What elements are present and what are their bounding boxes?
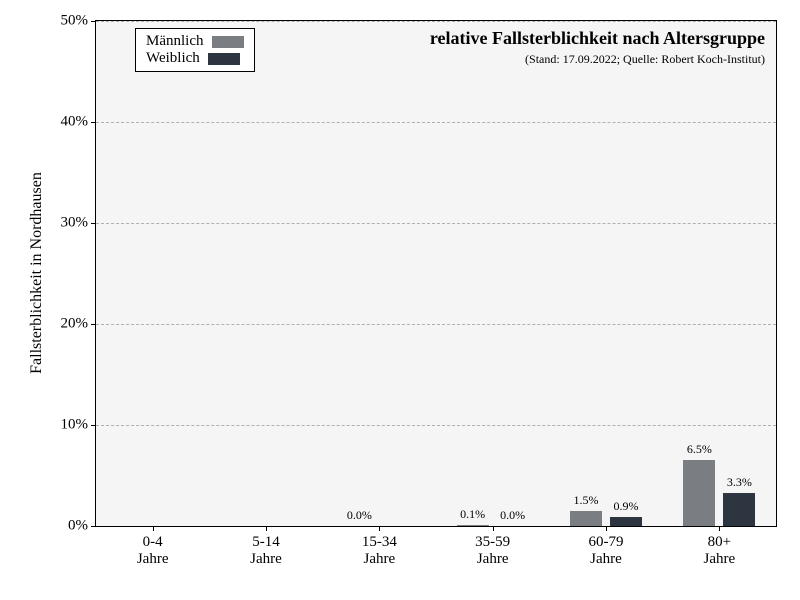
- legend-label: Männlich: [146, 33, 204, 50]
- bar-value-label: 0.0%: [347, 508, 372, 523]
- gridline: [96, 122, 776, 123]
- chart-subtitle: (Stand: 17.09.2022; Quelle: Robert Koch-…: [525, 52, 765, 67]
- bar: [683, 460, 715, 526]
- bar: [723, 493, 755, 526]
- ytick-label: 10%: [61, 417, 89, 434]
- legend-label: Weiblich: [146, 50, 200, 67]
- gridline: [96, 223, 776, 224]
- ytick-label: 50%: [61, 13, 89, 30]
- ytick-mark: [91, 324, 96, 325]
- chart-container: 0% 10% 20% 30% 40% 50% 0-4Jahre 5-14Jahre 15-34J…: [0, 0, 800, 600]
- y-axis-label: Fallsterblichkeit in Nordhausen: [28, 172, 46, 374]
- legend-item: Weiblich: [146, 50, 244, 67]
- gridline: [96, 324, 776, 325]
- xtick-mark: [379, 526, 380, 531]
- ytick-label: 0%: [68, 518, 88, 535]
- xtick-mark: [266, 526, 267, 531]
- bar-value-label: 0.0%: [500, 508, 525, 523]
- xtick-label: 0-4Jahre: [137, 534, 169, 568]
- gridline: [96, 21, 776, 22]
- xtick-label: 15-34Jahre: [362, 534, 397, 568]
- gridline: [96, 425, 776, 426]
- ytick-mark: [91, 122, 96, 123]
- bar: [457, 525, 489, 526]
- xtick-label: 35-59Jahre: [475, 534, 510, 568]
- ytick-mark: [91, 21, 96, 22]
- legend-swatch: [212, 36, 244, 48]
- xtick-label: 5-14Jahre: [250, 534, 282, 568]
- ytick-mark: [91, 425, 96, 426]
- ytick-label: 30%: [61, 215, 89, 232]
- xtick-mark: [719, 526, 720, 531]
- xtick-label: 80+Jahre: [704, 534, 736, 568]
- legend: MännlichWeiblich: [135, 28, 255, 72]
- legend-swatch: [208, 53, 240, 65]
- ytick-mark: [91, 223, 96, 224]
- xtick-mark: [606, 526, 607, 531]
- legend-item: Männlich: [146, 33, 244, 50]
- plot-area: 0%10%20%30%40%50%0-4Jahre5-14Jahre15-34J…: [95, 20, 777, 527]
- chart-title: relative Fallsterblichkeit nach Altersgr…: [430, 28, 765, 49]
- bar: [570, 511, 602, 526]
- bar-value-label: 6.5%: [687, 442, 712, 457]
- bar-value-label: 1.5%: [574, 493, 599, 508]
- xtick-mark: [493, 526, 494, 531]
- bar: [610, 517, 642, 526]
- ytick-label: 20%: [61, 316, 89, 333]
- ytick-mark: [91, 526, 96, 527]
- bar-value-label: 0.1%: [460, 507, 485, 522]
- bar-value-label: 0.9%: [614, 499, 639, 514]
- xtick-mark: [153, 526, 154, 531]
- ytick-label: 40%: [61, 114, 89, 131]
- xtick-label: 60-79Jahre: [589, 534, 624, 568]
- bar-value-label: 3.3%: [727, 475, 752, 490]
